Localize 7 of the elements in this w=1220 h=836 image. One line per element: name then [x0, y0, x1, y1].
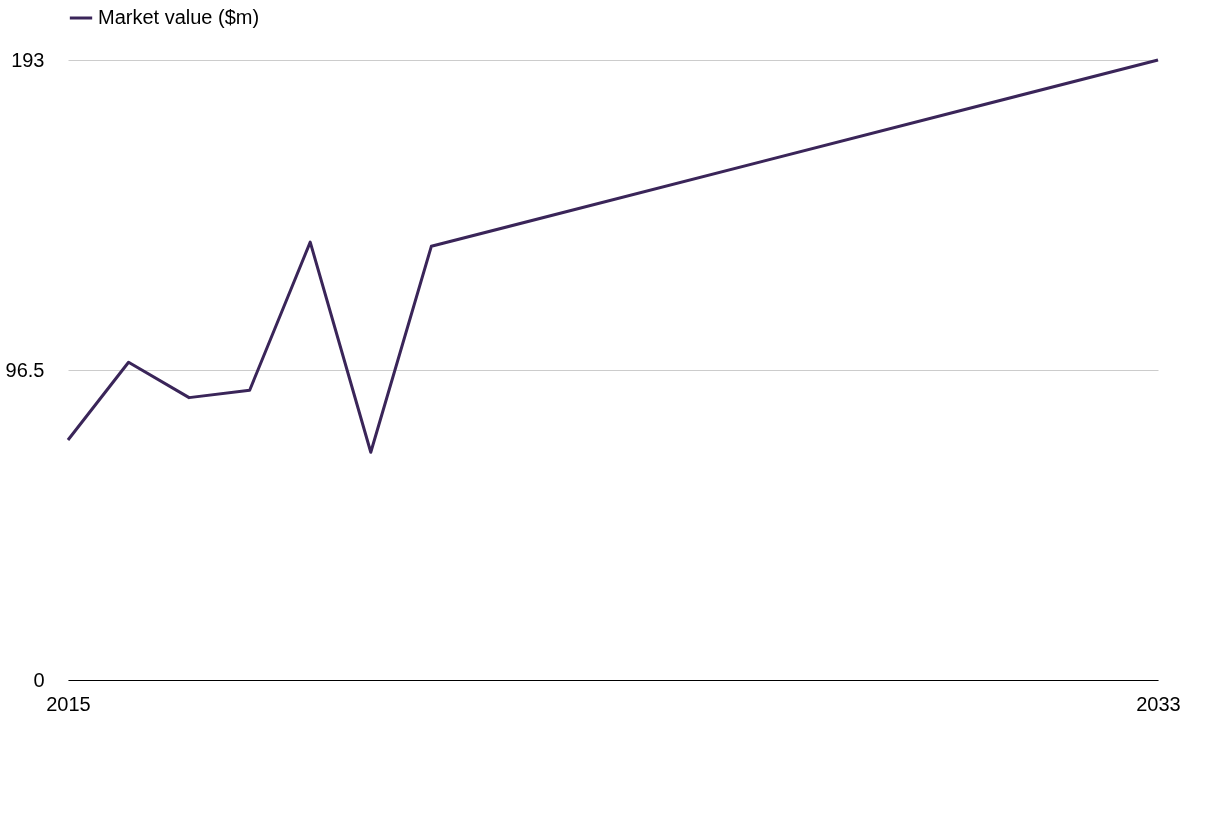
- y-tick-label: 193: [11, 48, 45, 71]
- y-tick-label: 0: [33, 668, 45, 691]
- y-tick-label: 96.5: [5, 358, 45, 381]
- legend-label: Market value ($m): [98, 6, 260, 28]
- x-tick-label: 2033: [1136, 692, 1181, 715]
- line-series: [66, 58, 1160, 454]
- x-tick-label: 2015: [46, 692, 91, 715]
